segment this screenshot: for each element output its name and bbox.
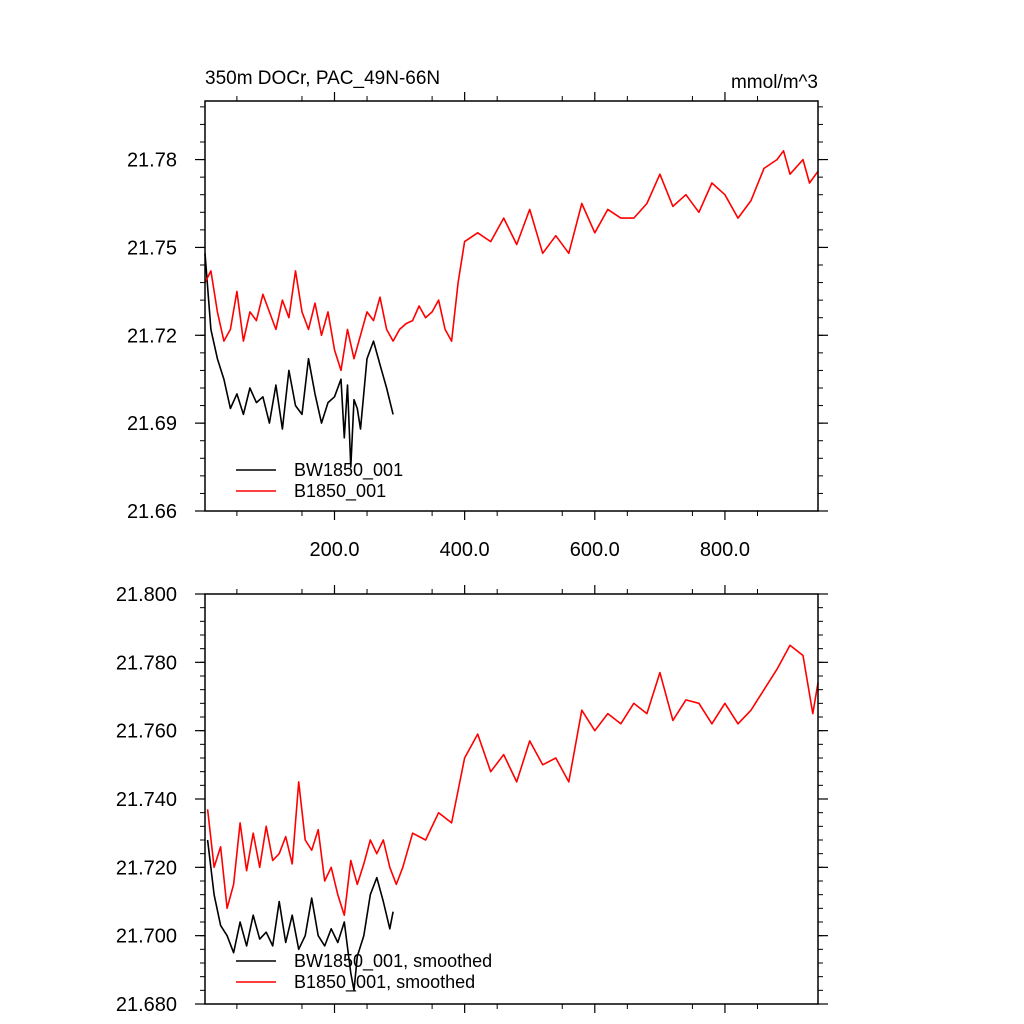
top-plot-frame [204,100,819,512]
top-panel: 350m DOCr, PAC_49N-66N mmol/m^3 200.0 400… [127,68,828,561]
top-chart-units: mmol/m^3 [731,72,818,93]
bottom-axis-ticks: 21.680 21.700 21.720 21.740 21.760 21.780 21.8… [116,584,828,1016]
x-tick-label: 600.0 [570,539,620,561]
y-tick-label: 21.700 [116,926,177,948]
y-tick-label: 21.72 [127,325,177,347]
bottom-legend-label-bw1850: BW1850_001, smoothed [294,951,492,972]
top-legend: BW1850_001 B1850_001 [236,460,403,502]
y-tick-label: 21.740 [116,789,177,811]
series-line-bw1850-001-smoothed [206,839,394,992]
x-tick-label: 800.0 [700,539,750,561]
bottom-panel: 21.680 21.700 21.720 21.740 21.760 21.780 21.8… [116,584,828,1016]
y-tick-label: 21.720 [116,857,177,879]
series-line-b1850-001 [204,150,819,372]
y-tick-label: 21.800 [116,584,177,606]
series-line-b1850-001-smoothed [206,644,819,917]
y-tick-label: 21.78 [127,150,177,172]
y-tick-label: 21.69 [127,413,177,435]
y-tick-label: 21.780 [116,652,177,674]
bottom-plot-frame [204,593,819,1005]
top-series-layer [204,150,819,468]
bottom-series-layer [206,644,819,992]
bottom-legend: BW1850_001, smoothed B1850_001, smoothed [236,951,492,993]
top-legend-label-b1850: B1850_001 [294,481,386,502]
y-tick-label: 21.66 [127,501,177,523]
x-tick-label: 400.0 [440,539,490,561]
top-chart-title: 350m DOCr, PAC_49N-66N [205,68,440,89]
x-tick-label: 200.0 [309,539,359,561]
top-axis-ticks: 200.0 400.0 600.0 800.0 21.66 21.69 21.72 21.75… [127,92,828,561]
bottom-legend-label-b1850: B1850_001, smoothed [294,972,475,993]
top-legend-label-bw1850: BW1850_001 [294,460,403,481]
y-tick-label: 21.75 [127,237,177,259]
y-tick-label: 21.760 [116,721,177,743]
series-line-bw1850-001 [204,253,394,468]
y-tick-label: 21.680 [116,994,177,1016]
